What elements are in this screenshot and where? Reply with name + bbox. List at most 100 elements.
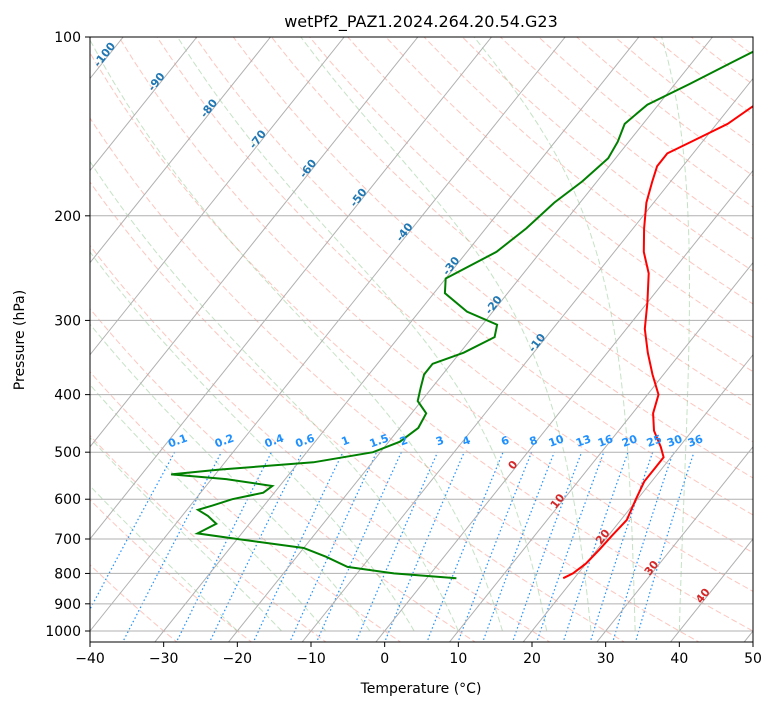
isotherm-line [154,37,640,642]
mixing-ratio-label: 30 [665,432,684,450]
isotherm-label: 40 [693,586,713,606]
dry-adiabat [90,371,402,642]
isotherm-label: -90 [145,70,168,94]
dry-adiabat [538,37,753,208]
mixing-ratio-label: 0.1 [166,432,189,451]
dry-adiabat [90,117,700,642]
moist-adiabat [90,251,415,632]
isotherm-line [448,261,753,642]
mixing-ratio-label: 13 [574,432,593,449]
y-tick-label: 200 [54,209,81,225]
dry-adiabat [729,37,753,56]
isotherm-line [227,37,713,642]
isotherm-line [522,353,753,642]
mixing-ratio-label: 0.2 [213,432,236,451]
isotherm-line [301,77,753,642]
moist-adiabat [90,39,503,632]
y-tick-label: 600 [54,492,81,508]
isotherm-label: -10 [526,331,549,355]
y-tick-label: 400 [54,388,81,404]
x-tick-label: 20 [523,651,541,667]
moist-adiabat [90,485,238,632]
dry-adiabat [156,37,753,554]
mixing-ratio-line [426,451,504,642]
plot-frame [89,36,754,643]
moist-adiabat [90,383,327,632]
mixing-ratio-label: 16 [596,432,615,450]
x-tick-label: 40 [670,651,688,667]
mixing-ratio-label: 0.6 [294,431,317,450]
isotherm-label: -40 [393,220,416,244]
isotherm-label: -20 [482,293,505,317]
grid-lines [90,37,753,642]
y-tick-label: 300 [54,313,81,329]
mixing-ratio-line [355,451,439,642]
dry-adiabat [90,181,626,642]
x-tick-label: 50 [744,651,762,667]
x-tick-label: 0 [380,651,389,667]
dry-adiabat [90,564,178,642]
dry-adiabat [576,37,753,177]
dry-adiabat [423,37,753,305]
isotherm-line [90,37,271,264]
profile-lines [171,50,753,580]
isotherm-label: 30 [642,558,662,578]
y-tick-label: 700 [54,532,81,548]
dry-adiabat [347,37,753,373]
y-tick-label: 500 [54,445,81,461]
dry-adiabat [271,37,753,443]
mixing-ratio-label: 10 [547,432,566,450]
temperature-profile [562,104,753,580]
y-tick-label: 1000 [45,624,81,640]
x-tick-label: 30 [597,651,615,667]
dry-adiabat [90,244,551,642]
dry-adiabat [90,434,327,642]
isotherm-line [669,538,753,642]
mixing-ratio-line [175,451,272,642]
isotherm-line [90,37,345,356]
y-tick-label: 800 [54,566,81,582]
dry-adiabat [90,498,253,642]
mixing-ratio-line [612,452,674,642]
isotherm-line [90,37,566,632]
isotherm-label: 10 [548,491,568,511]
mixing-ratio-label: 0.4 [263,431,286,450]
x-axis-label: Temperature (°C) [360,681,482,697]
dry-adiabat [90,51,753,632]
dewpoint-profile [171,50,753,580]
mixing-ratio-label: 1.5 [368,432,391,451]
y-tick-label: 900 [54,597,81,613]
moist-adiabat [90,436,282,632]
x-tick-label: −30 [149,651,179,667]
mixing-ratio-line [122,451,222,642]
x-tick-label: 10 [449,651,467,667]
mixing-ratio-line [589,452,654,642]
mixing-ratio-line [536,451,605,642]
isotherm-line [90,37,419,448]
isotherm-line [375,169,753,642]
mixing-ratio-line [482,451,555,642]
axes: −40 −30 −20 −10 0 10 20 30 40 5010020030040050060… [45,30,762,667]
mixing-ratio-line [562,452,629,642]
mixing-ratio-line [511,451,583,642]
moist-adiabat [177,37,548,632]
moist-adiabat [473,37,636,631]
chart-title: wetPf2_PAZ1.2024.264.20.54.G23 [284,12,558,32]
isotherm-line [90,37,492,540]
moist-adiabat [300,37,592,632]
isotherm-line [743,630,753,642]
isotherm-label: -70 [247,127,270,151]
dry-adiabat [232,37,753,479]
background-lines [90,37,775,644]
dry-adiabat [90,307,476,642]
dry-adiabat [118,37,753,592]
dry-adiabat [768,37,775,644]
mixing-ratio-label: 20 [620,432,639,450]
dry-adiabat [385,37,753,339]
dry-adiabat [309,37,753,407]
y-axis-label: Pressure (hPa) [12,290,28,390]
isotherm-line [90,37,198,172]
isotherm-label: -100 [91,40,118,70]
isotherm-label: 0 [505,458,520,472]
